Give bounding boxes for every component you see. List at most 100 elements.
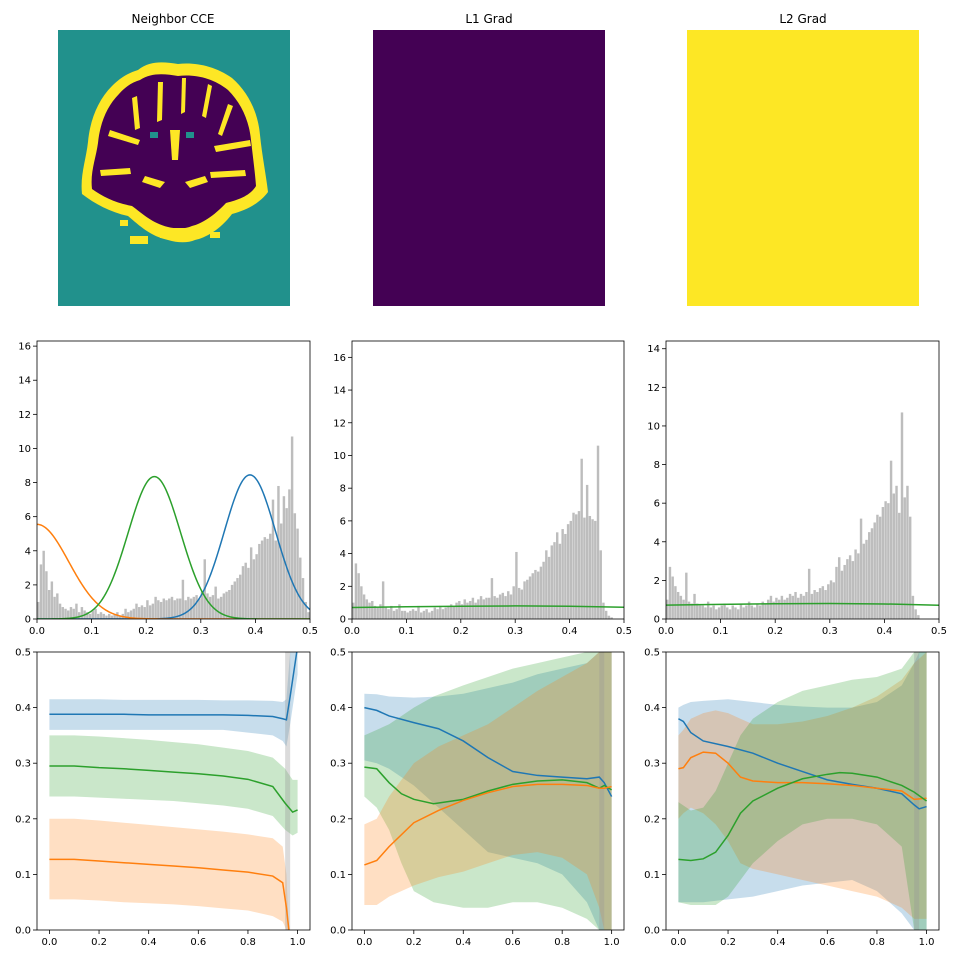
histogram-bar — [138, 607, 141, 619]
histogram-bar — [157, 600, 160, 619]
histogram-bar — [734, 607, 737, 619]
histogram-bar — [53, 596, 56, 619]
histogram-bar — [780, 595, 784, 619]
histogram-bar — [360, 586, 363, 619]
histogram-bar — [376, 607, 379, 619]
histogram-bar — [140, 605, 144, 619]
plot-contents — [364, 652, 613, 930]
histogram-bar — [873, 522, 876, 619]
y-tick-label: 4 — [25, 546, 31, 557]
histogram-bar — [288, 489, 291, 619]
histogram-bar — [365, 599, 369, 619]
histogram-bar — [687, 601, 691, 619]
histogram-bar — [668, 566, 672, 619]
sulcus — [218, 104, 233, 136]
y-tick-label: 16 — [333, 353, 346, 364]
histogram-bar — [463, 599, 466, 619]
histogram-bar — [566, 524, 570, 619]
histogram-bar — [176, 598, 179, 619]
histogram-bar — [354, 563, 358, 619]
ventricle — [150, 132, 158, 138]
y-tick-label: 0.3 — [330, 759, 346, 770]
y-tick-label: 6 — [654, 499, 660, 510]
histogram-bar — [545, 550, 548, 619]
series-line — [49, 858, 290, 930]
histogram-bar — [908, 516, 912, 619]
histogram-bar — [898, 512, 901, 619]
histogram-bar — [357, 573, 360, 619]
histogram-bar — [884, 501, 887, 619]
histogram-bar — [94, 608, 97, 619]
speckle — [120, 220, 128, 226]
histogram-bar — [607, 615, 611, 619]
histogram-bar — [266, 538, 269, 619]
series-line — [37, 474, 310, 619]
histogram-bar — [685, 572, 688, 619]
x-tick-label: 0.4 — [770, 937, 786, 948]
axes-frame — [351, 340, 625, 620]
histogram-bar — [851, 561, 855, 619]
plot-area: 0.0 0.1 0.2 0.3 0.4 0.5 0 2 4 6 8 10 12 14 16 0.0 0.1 0.2… — [15, 340, 947, 948]
histogram-bar — [775, 597, 778, 619]
histogram-bar — [39, 564, 43, 619]
y-tick-label: 0 — [654, 615, 660, 626]
histogram-bar — [843, 564, 846, 619]
histogram-bar — [151, 603, 155, 619]
histogram-bar — [846, 559, 849, 619]
y-tick-label: 0.4 — [15, 703, 31, 714]
histogram-bar — [228, 590, 231, 619]
histogram-bar — [520, 589, 524, 619]
line-panel: 0.0 0.2 0.4 0.6 0.8 1.0 0.0 0.1 0.2 0.3 0.4 0.5 — [330, 648, 625, 948]
histogram-bar — [857, 553, 860, 619]
midline — [170, 130, 180, 160]
confidence-band — [49, 735, 298, 836]
histogram-bar — [742, 607, 745, 619]
histogram-bar — [247, 567, 250, 619]
axes-frame — [36, 651, 311, 931]
brainstem — [168, 160, 178, 184]
series-line — [666, 602, 939, 607]
histogram-bar — [753, 607, 756, 619]
histogram-bar — [458, 601, 461, 619]
y-tick-label: 0.2 — [330, 814, 346, 825]
histogram-bar — [447, 605, 450, 619]
histogram-bar — [395, 609, 398, 619]
histogram-bar — [547, 556, 551, 619]
histogram-bar — [113, 613, 116, 619]
series-line — [678, 771, 928, 862]
x-tick-label: 0.1 — [713, 626, 729, 637]
histogram-bar — [411, 609, 415, 619]
histogram-bar — [192, 596, 196, 619]
y-tick-label: 0.1 — [644, 870, 660, 881]
histogram-bar — [460, 604, 464, 619]
histogram-bar — [58, 603, 62, 619]
histogram-bar — [428, 612, 431, 619]
histogram-bar — [674, 586, 677, 619]
histogram-bar — [406, 612, 409, 619]
x-tick-label: 0.0 — [658, 626, 674, 637]
histogram-bar — [726, 607, 729, 619]
histogram-bar — [86, 612, 89, 619]
histogram-bar — [56, 593, 59, 619]
histogram-bar — [799, 593, 803, 619]
histogram-bar — [198, 598, 201, 619]
histogram-bar — [252, 559, 256, 619]
x-tick-label: 0.4 — [141, 937, 157, 948]
histogram-bar — [102, 613, 105, 619]
plot-contents — [352, 445, 624, 619]
histogram-bar — [285, 508, 288, 619]
histogram-bar — [187, 596, 190, 619]
histogram-bar — [750, 605, 754, 619]
histogram-bar — [236, 578, 239, 619]
series-line — [49, 652, 298, 721]
histogram-bar — [813, 590, 816, 619]
histogram-bar — [206, 593, 209, 619]
histogram-bar — [696, 603, 699, 619]
histogram-bar — [876, 514, 879, 619]
histogram-bar — [671, 576, 674, 619]
histogram-bar — [296, 528, 299, 619]
histogram-bar — [69, 607, 73, 619]
histogram-bar — [580, 458, 583, 619]
x-tick-label: 0.2 — [453, 626, 469, 637]
axes-frame — [36, 340, 311, 620]
